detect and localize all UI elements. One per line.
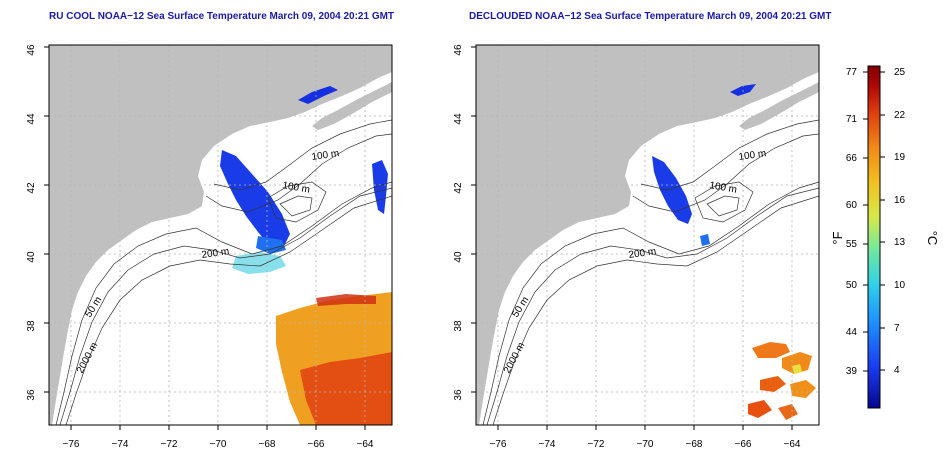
celsius-tick-label: 4 xyxy=(894,365,900,376)
celsius-tick-label: 10 xyxy=(894,280,906,291)
warm-sst-patch xyxy=(752,342,790,358)
fahrenheit-tick-label: 44 xyxy=(846,327,858,338)
fahrenheit-tick-label: 60 xyxy=(846,200,858,211)
y-tick-label: 40 xyxy=(26,251,37,263)
x-tick-label: −72 xyxy=(161,439,178,450)
contour-label: 100 m xyxy=(738,148,767,163)
cold-sst-patch-bay xyxy=(298,86,338,104)
fahrenheit-tick-label: 39 xyxy=(846,366,858,377)
contour-label: 100 m xyxy=(708,180,737,196)
celsius-tick-label: 25 xyxy=(894,67,906,78)
x-tick-label: −76 xyxy=(490,439,507,450)
map-gridlines xyxy=(476,45,819,425)
celsius-tick-label: 7 xyxy=(894,323,900,334)
y-axis-ticks xyxy=(471,46,476,393)
fahrenheit-tick-label: 66 xyxy=(846,153,858,164)
warm-sst-patch xyxy=(748,400,772,418)
y-tick-label: 40 xyxy=(453,251,464,263)
y-axis-labels: 46 44 42 40 38 36 xyxy=(453,44,464,401)
y-axis-ticks xyxy=(44,46,49,393)
fahrenheit-tick-label: 55 xyxy=(846,239,858,250)
celsius-tick-label: 16 xyxy=(894,195,906,206)
x-tick-label: −68 xyxy=(259,439,276,450)
land-nova-scotia xyxy=(312,82,392,130)
fahrenheit-unit-label: °F xyxy=(830,231,845,244)
x-tick-label: −66 xyxy=(308,439,325,450)
contour-label: 100 m xyxy=(281,180,310,196)
contour-label: 200 m xyxy=(201,246,230,261)
celsius-unit-label: °C xyxy=(925,231,940,246)
x-axis-labels: −76 −74 −72 −70 −68 −66 −64 xyxy=(63,439,374,450)
celsius-tick-label: 13 xyxy=(894,237,906,248)
colorbar-f-labels: 77 71 66 60 55 50 44 39 xyxy=(846,67,858,377)
land-mass xyxy=(476,45,819,425)
warm-sst-patch xyxy=(778,404,798,420)
fahrenheit-tick-label: 71 xyxy=(846,114,858,125)
x-axis-labels: −76 −74 −72 −70 −68 −66 −64 xyxy=(490,439,801,450)
y-tick-label: 36 xyxy=(453,389,464,401)
colorbar-c-labels: 25 22 19 16 13 10 7 4 xyxy=(894,67,906,376)
y-tick-label: 46 xyxy=(26,44,37,56)
cold-sst-patch-shelf xyxy=(700,234,710,246)
x-tick-label: −70 xyxy=(637,439,654,450)
cold-sst-patch-east xyxy=(372,160,388,214)
right-map-panel: 100 m 100 m 200 m 50 m 2000 m 46 44 42 4… xyxy=(453,44,820,450)
y-tick-label: 44 xyxy=(453,113,464,125)
bathymetry-contours xyxy=(482,119,819,425)
warm-sst-patch xyxy=(760,376,786,392)
y-tick-label: 42 xyxy=(26,182,37,194)
y-axis-labels: 46 44 42 40 38 36 xyxy=(26,44,37,401)
right-panel-title: DECLOUDED NOAA−12 Sea Surface Temperatur… xyxy=(469,11,832,22)
contour-label: 200 m xyxy=(628,246,657,261)
x-tick-label: −72 xyxy=(588,439,605,450)
y-tick-label: 38 xyxy=(26,320,37,332)
colorbar: 77 71 66 60 55 50 44 39 25 22 19 16 13 1… xyxy=(830,65,940,409)
yellow-sst-patch xyxy=(792,364,802,374)
x-tick-label: −76 xyxy=(63,439,80,450)
celsius-tick-label: 19 xyxy=(894,152,906,163)
cold-sst-patch-gulf-of-maine xyxy=(652,156,692,224)
map-frame xyxy=(48,44,393,426)
y-tick-label: 38 xyxy=(453,320,464,332)
fahrenheit-tick-label: 77 xyxy=(846,67,858,78)
y-tick-label: 44 xyxy=(26,113,37,125)
x-tick-label: −68 xyxy=(686,439,703,450)
land-nova-scotia xyxy=(739,82,819,130)
map-frame xyxy=(475,44,820,426)
bathymetry-contours xyxy=(55,119,392,425)
colorbar-ticks xyxy=(863,71,885,372)
contour-label: 100 m xyxy=(311,148,340,163)
hot-sst-north xyxy=(316,294,376,306)
x-axis-ticks xyxy=(497,425,793,430)
x-tick-label: −74 xyxy=(539,439,556,450)
y-tick-label: 36 xyxy=(26,389,37,401)
left-map-panel: 100 m 100 m 200 m 50 m 2000 m 46 44 42 4… xyxy=(26,44,393,450)
x-axis-ticks xyxy=(70,425,366,430)
land-mass xyxy=(49,45,392,425)
map-gridlines xyxy=(49,45,392,425)
x-tick-label: −66 xyxy=(735,439,752,450)
x-tick-label: −64 xyxy=(357,439,374,450)
warm-sst-patch xyxy=(782,352,812,374)
hot-sst-core xyxy=(300,352,392,425)
cold-sst-patch-gulf-of-maine xyxy=(220,150,290,246)
celsius-tick-label: 22 xyxy=(894,110,906,121)
x-tick-label: −70 xyxy=(210,439,227,450)
warm-sst-patch xyxy=(790,380,816,398)
x-tick-label: −64 xyxy=(784,439,801,450)
colorbar-gradient xyxy=(867,65,881,409)
fahrenheit-tick-label: 50 xyxy=(846,280,858,291)
y-tick-label: 46 xyxy=(453,44,464,56)
x-tick-label: −74 xyxy=(112,439,129,450)
left-panel-title: RU COOL NOAA−12 Sea Surface Temperature … xyxy=(49,11,395,22)
y-tick-label: 42 xyxy=(453,182,464,194)
